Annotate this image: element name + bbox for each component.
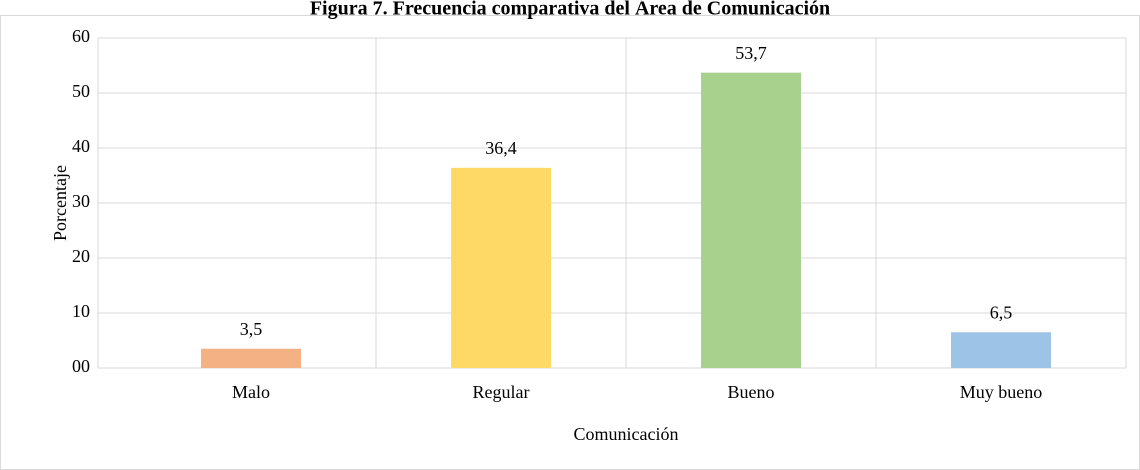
x-tick-label: Muy bueno bbox=[960, 382, 1043, 402]
bar bbox=[951, 332, 1051, 368]
y-tick-label: 10 bbox=[72, 301, 90, 321]
y-axis-label: Porcentaje bbox=[50, 165, 70, 241]
data-label: 3,5 bbox=[240, 319, 263, 339]
x-axis-label: Comunicación bbox=[574, 424, 679, 444]
y-tick-label: 00 bbox=[72, 356, 90, 376]
data-label: 36,4 bbox=[485, 138, 517, 158]
y-tick-label: 20 bbox=[72, 246, 90, 266]
x-tick-label: Bueno bbox=[728, 382, 775, 402]
data-label: 53,7 bbox=[735, 43, 767, 63]
x-tick-label: Malo bbox=[232, 382, 270, 402]
chart-border bbox=[0, 15, 1140, 470]
bar bbox=[201, 348, 301, 368]
x-tick-label: Regular bbox=[473, 382, 530, 402]
y-tick-label: 30 bbox=[72, 191, 90, 211]
bar bbox=[451, 167, 551, 368]
data-label: 6,5 bbox=[990, 302, 1013, 322]
y-tick-label: 60 bbox=[72, 26, 90, 46]
chart-title: Figura 7. Frecuencia comparativa del Áre… bbox=[310, 0, 830, 20]
bar bbox=[701, 72, 801, 369]
y-tick-label: 50 bbox=[72, 81, 90, 101]
y-tick-label: 40 bbox=[72, 136, 90, 156]
